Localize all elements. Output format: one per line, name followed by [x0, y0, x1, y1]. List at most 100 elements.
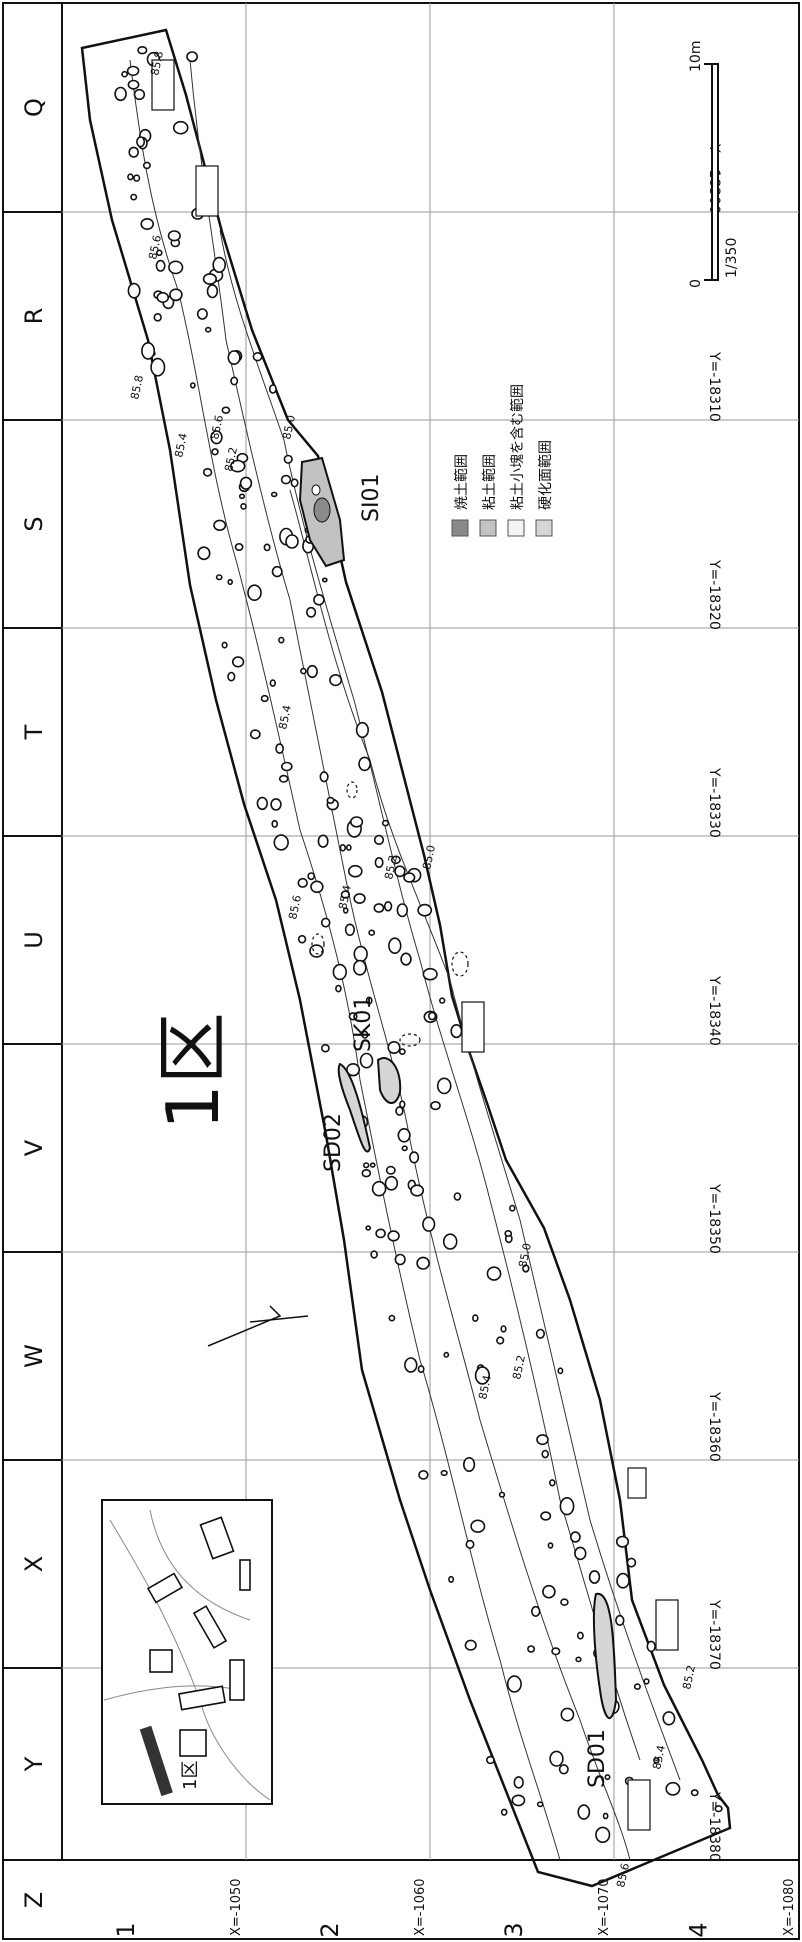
pit — [197, 546, 211, 561]
pit — [394, 865, 406, 878]
contour-value-label: 85.2 — [510, 1354, 528, 1381]
grid-row-label: Z — [20, 1892, 48, 1908]
pit — [130, 193, 138, 201]
y-coordinate-label: Y=-18380 — [706, 1791, 722, 1862]
pit — [440, 1469, 448, 1477]
pit — [513, 1776, 524, 1789]
pit — [443, 1351, 450, 1358]
feature-sk01 — [376, 1057, 402, 1104]
pit — [560, 1598, 569, 1606]
pit — [557, 1367, 564, 1375]
pit — [260, 694, 269, 703]
pit — [156, 291, 170, 303]
pit — [249, 729, 261, 740]
contour-value-label: 85.8 — [148, 50, 166, 77]
pit — [290, 478, 299, 488]
pit — [230, 459, 246, 473]
contour-value-label: 85.4 — [476, 1374, 494, 1401]
pit — [306, 664, 318, 679]
area-label: 1区 — [151, 1012, 235, 1130]
pit — [329, 673, 343, 687]
pit — [448, 1575, 455, 1583]
pit — [234, 542, 244, 551]
legend-label: 焼土範囲 — [453, 454, 470, 510]
pit — [662, 1711, 676, 1726]
pit — [361, 1168, 372, 1178]
pit — [344, 923, 356, 937]
pit — [439, 997, 446, 1004]
pit — [358, 756, 371, 772]
pit — [306, 606, 317, 618]
pit — [471, 1314, 479, 1322]
pit — [221, 406, 231, 414]
pit — [385, 1165, 396, 1175]
pit — [280, 474, 292, 485]
pit — [498, 1491, 506, 1498]
pit — [450, 1023, 463, 1039]
pit — [500, 1325, 507, 1333]
scale-top-label: 10m — [688, 41, 704, 72]
x-coordinate-label: X=-1060 — [413, 1878, 428, 1936]
pit — [714, 1805, 723, 1813]
pit — [211, 448, 219, 456]
inset-location-map: 1区 — [101, 1499, 273, 1805]
pit — [574, 1546, 587, 1561]
pit — [527, 1645, 536, 1653]
pit — [238, 493, 246, 500]
pit — [615, 1614, 625, 1626]
pit — [114, 86, 127, 102]
pit — [504, 1230, 513, 1238]
pit — [371, 1180, 387, 1197]
pit — [540, 1511, 552, 1521]
pit — [227, 578, 233, 586]
pit — [403, 872, 416, 883]
pit — [542, 1584, 556, 1599]
y-coordinate-label: Y=-18320 — [706, 559, 722, 630]
y-coordinate-label: Y=-18330 — [706, 767, 722, 838]
pit — [417, 903, 433, 917]
pit — [384, 1175, 399, 1191]
pit — [150, 357, 166, 377]
pit — [352, 959, 367, 976]
pit — [339, 843, 346, 852]
pit — [365, 1225, 372, 1231]
grid-row-label: Q — [20, 98, 48, 117]
pit — [196, 308, 208, 320]
grid-column-labels: 1 2 3 4 X=-1050 X=-1060 X=-1070 X=-1080 — [112, 1878, 797, 1937]
pit — [340, 890, 351, 899]
pit — [133, 88, 146, 101]
pit — [317, 834, 329, 848]
pit — [326, 796, 335, 805]
north-arrow — [207, 1305, 309, 1347]
pit — [404, 1357, 418, 1373]
pit — [320, 917, 331, 928]
pit — [486, 1266, 502, 1281]
pit — [398, 1048, 406, 1055]
legend-label: 粘土小塊を含む範囲 — [509, 384, 526, 510]
contour-value-label: 85.8 — [128, 374, 146, 401]
pit — [300, 667, 307, 675]
contour-value-labels: 85.8 85.6 85.4 85.2 85.0 85.8 85.6 85.4 85.6 85.4… — [128, 50, 698, 1889]
pit — [137, 45, 148, 55]
pit — [575, 1656, 582, 1663]
pit — [278, 774, 289, 783]
legend-label: 粘土範囲 — [481, 454, 498, 510]
pit — [127, 282, 141, 299]
pit — [140, 218, 154, 231]
grid-row-label: X — [20, 1556, 48, 1572]
pit — [388, 937, 402, 955]
pit — [270, 491, 278, 498]
pit — [273, 834, 289, 851]
pit — [383, 901, 393, 912]
pit — [399, 1100, 406, 1109]
legend-swatch — [535, 519, 553, 537]
pit — [422, 967, 438, 981]
pit — [604, 1774, 611, 1781]
pit — [345, 844, 352, 851]
pit — [595, 1826, 611, 1844]
pit — [350, 816, 364, 828]
grid-col-label: 3 — [500, 1922, 528, 1937]
pit — [270, 798, 282, 811]
pit — [500, 1808, 508, 1816]
pit — [422, 1216, 436, 1232]
